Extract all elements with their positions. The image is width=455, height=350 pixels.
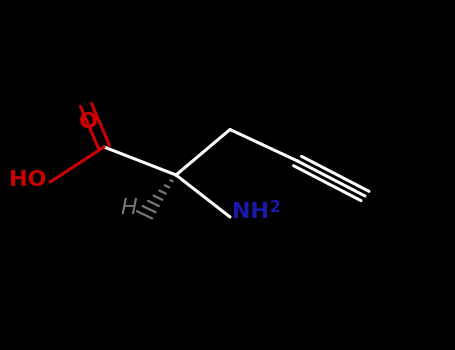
Text: NH: NH <box>233 202 269 222</box>
Text: O: O <box>79 112 98 132</box>
Text: H: H <box>121 198 137 218</box>
Text: HO: HO <box>9 170 46 190</box>
Text: 2: 2 <box>270 200 280 215</box>
